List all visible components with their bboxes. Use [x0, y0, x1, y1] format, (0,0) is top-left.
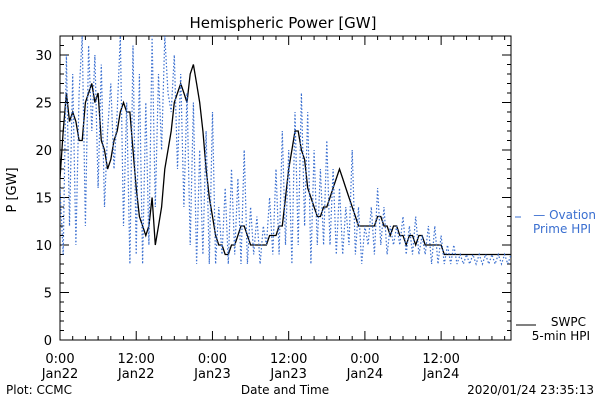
x-tick-label-time: 0:00: [350, 352, 379, 367]
series-line-ovation: [60, 36, 511, 266]
legend-swpc-line1: SWPC: [551, 315, 586, 329]
legend-ovation-line1: — Ovation: [533, 208, 596, 222]
footer-source: Plot: CCMC: [6, 383, 72, 397]
plot-area: 0510152025300:00Jan2212:00Jan220:00Jan23…: [35, 35, 512, 382]
legend-swpc-line2: 5-min HPI: [532, 329, 590, 343]
y-tick-label: 15: [35, 192, 52, 207]
x-tick-label-date: Jan24: [346, 367, 384, 382]
x-tick-label-time: 12:00: [422, 352, 459, 367]
y-axis-label: P [GW]: [5, 167, 20, 212]
y-tick-label: 5: [44, 287, 52, 302]
x-tick-label-time: 12:00: [270, 352, 307, 367]
plot-frame: [59, 35, 512, 341]
series-line-swpc: [60, 64, 511, 256]
x-axis-label: Date and Time: [241, 383, 329, 397]
x-tick-label-date: Jan23: [269, 367, 307, 382]
y-tick-label: 20: [35, 144, 52, 159]
y-tick-label: 25: [35, 97, 52, 112]
legend-ovation-line2: Prime HPI: [533, 222, 591, 236]
x-tick-label-date: Jan22: [41, 367, 79, 382]
y-tick-label: 30: [35, 49, 52, 64]
chart-title: Hemispheric Power [GW]: [190, 14, 377, 32]
x-tick-label-time: 12:00: [117, 352, 154, 367]
y-tick-label: 10: [35, 239, 52, 254]
x-tick-label-date: Jan22: [117, 367, 155, 382]
x-tick-label-date: Jan23: [193, 367, 231, 382]
y-tick-label: 0: [44, 334, 52, 349]
x-tick-label-time: 0:00: [45, 352, 74, 367]
x-tick-label-date: Jan24: [422, 367, 460, 382]
footer-timestamp: 2020/01/24 23:35:13: [467, 383, 594, 397]
x-tick-label-time: 0:00: [198, 352, 227, 367]
